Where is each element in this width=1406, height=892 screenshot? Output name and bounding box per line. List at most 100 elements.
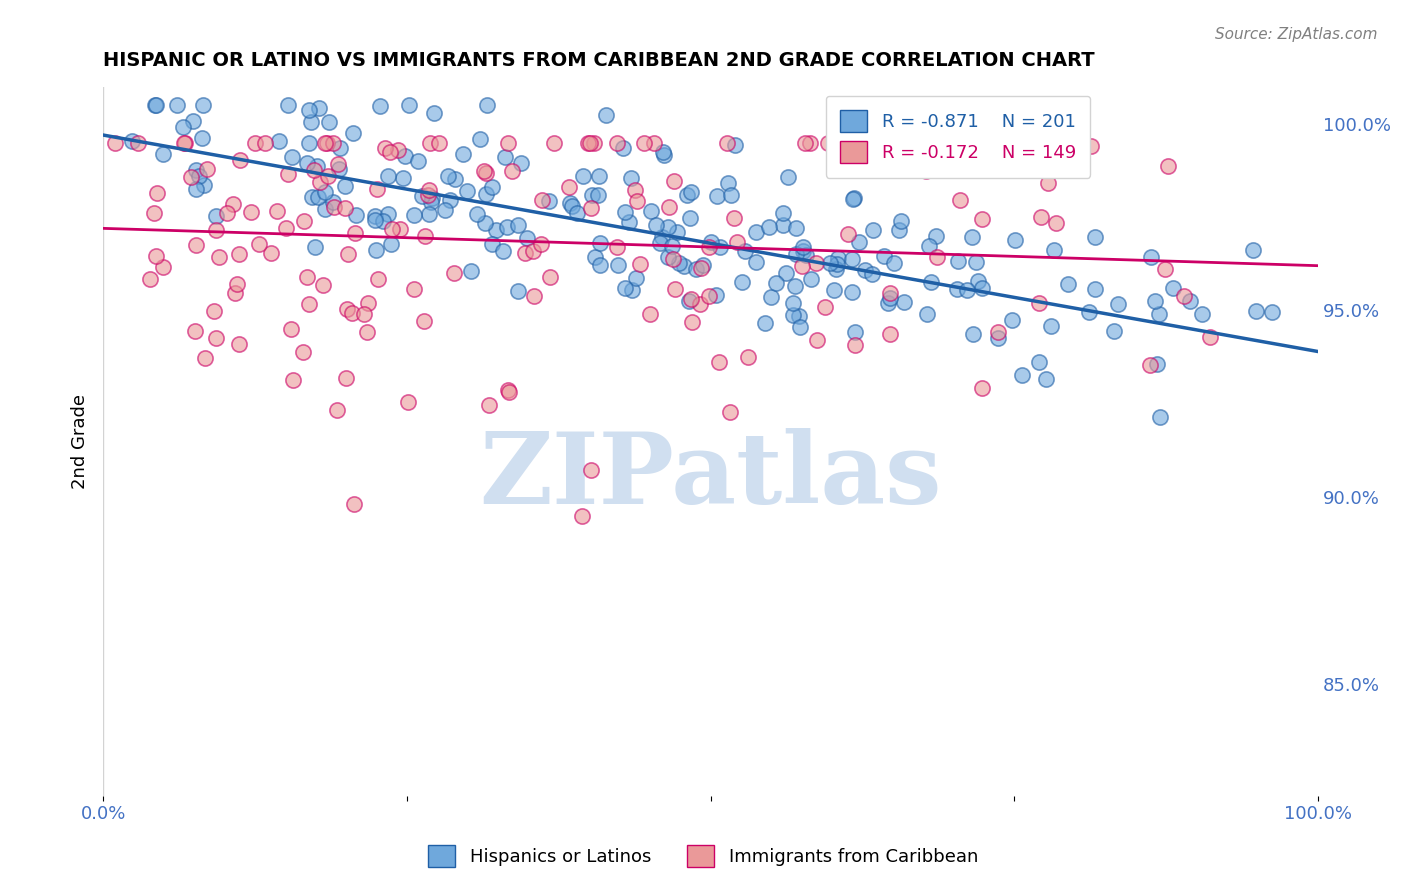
Point — [394, 148, 416, 162]
Legend: R = -0.871    N = 201, R = -0.172    N = 149: R = -0.871 N = 201, R = -0.172 N = 149 — [825, 95, 1091, 178]
Point — [406, 153, 429, 168]
Point — [972, 281, 994, 295]
Point — [692, 259, 714, 273]
Point — [186, 238, 208, 252]
Point — [145, 98, 167, 112]
Point — [364, 243, 387, 257]
Point — [588, 236, 610, 251]
Point — [794, 248, 817, 262]
Point — [987, 331, 1010, 345]
Point — [515, 231, 537, 245]
Point — [302, 162, 325, 177]
Point — [316, 136, 339, 150]
Point — [337, 247, 360, 261]
Point — [652, 147, 675, 161]
Point — [827, 252, 849, 266]
Point — [413, 229, 436, 244]
Point — [143, 206, 166, 220]
Point — [187, 169, 209, 183]
Point — [280, 322, 302, 336]
Point — [523, 289, 546, 303]
Point — [700, 235, 723, 249]
Point — [186, 163, 208, 178]
Point — [948, 254, 970, 268]
Point — [620, 170, 643, 185]
Point — [475, 187, 498, 202]
Point — [295, 155, 318, 169]
Point — [650, 235, 672, 250]
Point — [377, 169, 399, 183]
Point — [842, 191, 865, 205]
Point — [509, 156, 531, 170]
Point — [226, 277, 249, 291]
Point — [322, 136, 344, 150]
Point — [1261, 304, 1284, 318]
Point — [787, 310, 810, 324]
Point — [224, 286, 246, 301]
Point — [889, 223, 911, 237]
Point — [146, 186, 169, 200]
Point — [205, 223, 228, 237]
Point — [228, 246, 250, 260]
Point — [737, 351, 759, 365]
Point — [307, 190, 329, 204]
Point — [676, 188, 699, 202]
Point — [918, 238, 941, 252]
Point — [1045, 216, 1067, 230]
Point — [731, 275, 754, 289]
Point — [789, 320, 811, 334]
Point — [1241, 243, 1264, 257]
Point — [848, 235, 870, 249]
Point — [247, 237, 270, 252]
Point — [392, 171, 415, 186]
Point — [614, 281, 637, 295]
Point — [538, 269, 561, 284]
Point — [792, 259, 814, 273]
Point — [844, 325, 866, 339]
Point — [357, 296, 380, 310]
Point — [765, 277, 787, 291]
Point — [515, 245, 537, 260]
Point — [607, 258, 630, 272]
Point — [823, 283, 845, 297]
Point — [638, 307, 661, 321]
Point — [778, 169, 800, 184]
Point — [404, 208, 426, 222]
Point — [364, 213, 387, 227]
Point — [681, 292, 703, 306]
Point — [658, 200, 681, 214]
Point — [890, 214, 912, 228]
Point — [745, 225, 768, 239]
Point — [420, 194, 443, 209]
Point — [344, 227, 367, 241]
Point — [794, 136, 817, 150]
Text: ZIPatlas: ZIPatlas — [479, 428, 942, 525]
Point — [643, 136, 665, 150]
Point — [862, 223, 884, 237]
Point — [583, 250, 606, 264]
Point — [716, 136, 738, 150]
Point — [380, 236, 402, 251]
Point — [842, 192, 865, 206]
Point — [586, 188, 609, 202]
Point — [404, 282, 426, 296]
Point — [277, 167, 299, 181]
Point — [565, 206, 588, 220]
Point — [121, 134, 143, 148]
Point — [418, 207, 440, 221]
Point — [412, 314, 434, 328]
Point — [496, 383, 519, 397]
Point — [173, 136, 195, 150]
Point — [818, 256, 841, 270]
Point — [987, 325, 1010, 339]
Point — [589, 258, 612, 272]
Point — [180, 169, 202, 184]
Point — [946, 282, 969, 296]
Point — [318, 169, 340, 184]
Point — [322, 200, 344, 214]
Point — [184, 324, 207, 338]
Point — [204, 209, 226, 223]
Point — [299, 115, 322, 129]
Point — [451, 146, 474, 161]
Point — [307, 159, 329, 173]
